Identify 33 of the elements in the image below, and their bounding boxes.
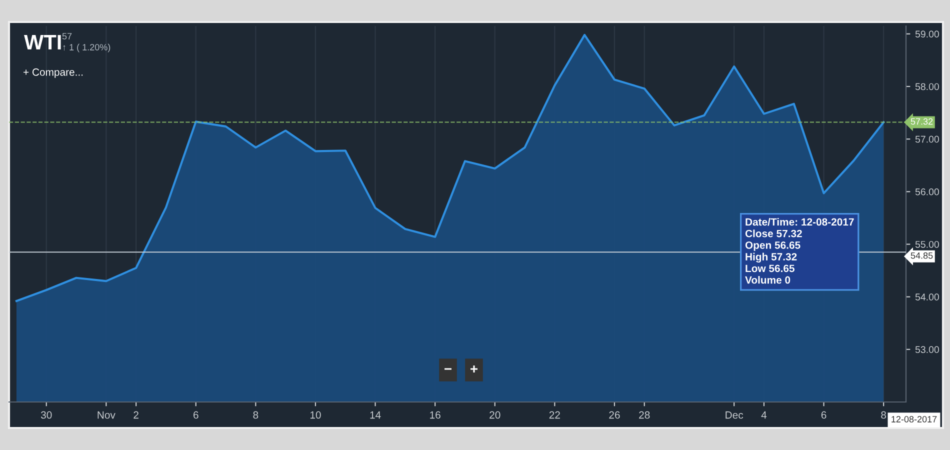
x-tick-label: 28 <box>639 411 650 419</box>
y-tick-label: 53.00 <box>915 346 939 354</box>
text: 57 <box>62 33 72 40</box>
x-tick-label: 8 <box>253 411 258 419</box>
x-tick-label: 4 <box>761 411 767 419</box>
annotation: ↑ 1 ( 1.20%) <box>63 44 110 52</box>
annotation: − <box>444 368 452 370</box>
ref-line-label: 54.85 <box>910 252 933 259</box>
x-tick-label: 20 <box>490 411 500 419</box>
x-tick-label: 22 <box>549 411 560 419</box>
y-tick-label: 59.00 <box>915 30 939 38</box>
x-tick-label: Dec <box>726 411 744 419</box>
x-tick-label: 30 <box>40 411 52 419</box>
x-tick-label: 16 <box>430 411 440 419</box>
text: 12-08-2017 <box>892 416 937 422</box>
y-tick-label: 54.00 <box>915 294 939 300</box>
y-tick-label: 57.00 <box>915 136 939 143</box>
x-tick-label: 14 <box>370 411 381 419</box>
x-tick-label: 6 <box>821 411 826 419</box>
x-tick-label: Nov <box>98 411 116 419</box>
ref-line-label: 57.32 <box>910 118 933 125</box>
x-tick-label: 26 <box>609 411 620 419</box>
x-tick-label: 10 <box>310 411 321 419</box>
y-tick-label: 55.00 <box>915 240 939 248</box>
annotation: + <box>470 365 478 372</box>
y-tick-label: 58.00 <box>915 83 939 90</box>
annotation: Date/Time: 12-08-2017 Close 57.32 Open 56.65 High 57.32 Low 56.65 Volume 0 <box>745 218 854 284</box>
y-tick-label: 56.00 <box>915 188 939 196</box>
x-tick-label: 8 <box>881 411 886 419</box>
chart-title: WTI <box>24 35 61 50</box>
x-tick-label: 6 <box>194 411 198 419</box>
x-tick-label: 2 <box>134 411 138 419</box>
annotation: + Compare... <box>24 68 83 78</box>
